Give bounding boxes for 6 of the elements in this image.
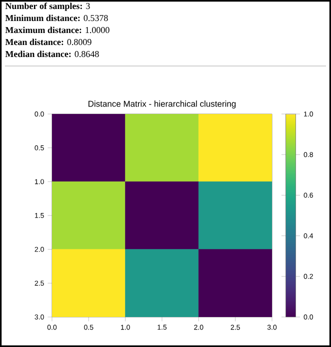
chart-title: Distance Matrix - hierarchical clustering [88, 100, 236, 108]
text: Number of samples: 3 [5, 2, 90, 11]
text: Maximum distance: 1.0000 [5, 26, 110, 34]
text: Median distance: 0.8648 [5, 50, 99, 58]
text: Mean distance: 0.8009 [5, 38, 92, 46]
text: Minimum distance: 0.5378 [5, 14, 108, 22]
